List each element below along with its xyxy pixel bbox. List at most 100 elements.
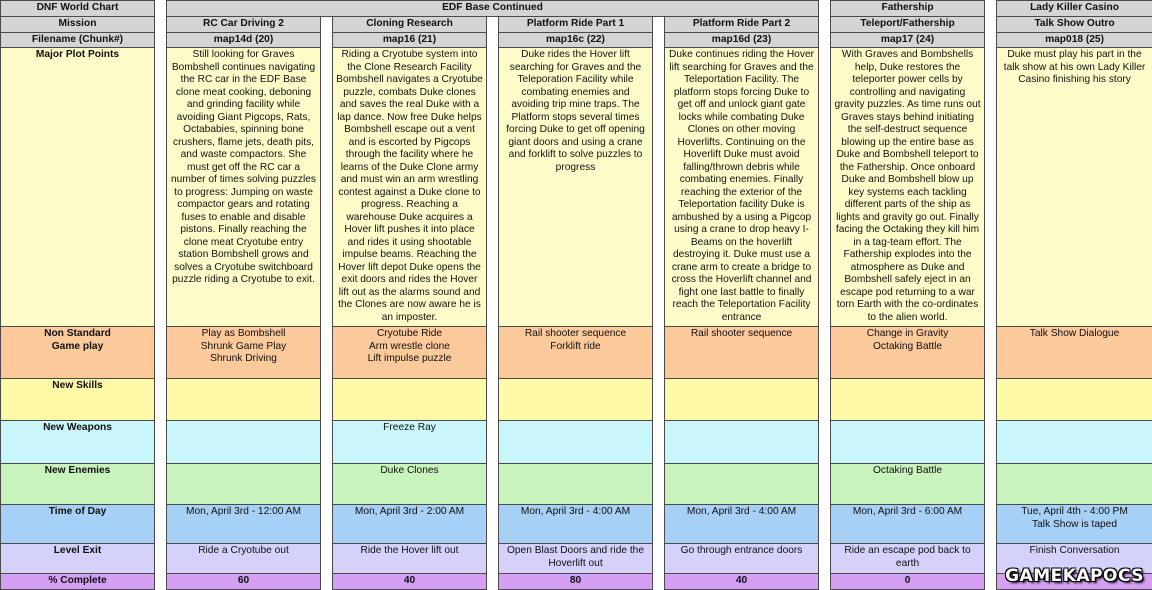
weapons-cell[interactable] — [498, 420, 653, 465]
time-cell[interactable]: Tue, April 4th - 4:00 PM Talk Show is ta… — [996, 504, 1152, 545]
percent-cell[interactable]: 80 — [498, 573, 653, 590]
row-label-time[interactable]: Time of Day — [0, 504, 155, 545]
time-cell[interactable]: Mon, April 3rd - 6:00 AM — [830, 504, 986, 545]
nonstd-cell[interactable]: Change in Gravity Octaking Battle — [830, 326, 986, 380]
skills-cell[interactable] — [498, 378, 653, 422]
row-label-plot[interactable]: Major Plot Points — [0, 46, 155, 328]
mission-cell[interactable]: Cloning Research — [332, 15, 487, 33]
filename-cell[interactable]: map14d (20) — [166, 31, 321, 48]
nonstd-cell[interactable]: Talk Show Dialogue — [996, 326, 1152, 380]
column-gap — [984, 32, 998, 48]
column-gap — [652, 504, 665, 544]
mission-cell[interactable]: Teleport/Fathership — [830, 15, 986, 33]
exit-cell[interactable]: Go through entrance doors — [663, 543, 820, 575]
percent-cell[interactable]: 60 — [166, 573, 321, 590]
filename-cell[interactable]: map16d (23) — [663, 31, 820, 48]
group-header-edf[interactable]: EDF Base Continued — [165, 0, 820, 17]
time-cell[interactable]: Mon, April 3rd - 4:00 AM — [498, 504, 653, 545]
mission-cell[interactable]: Talk Show Outro — [996, 15, 1152, 33]
skills-cell[interactable] — [996, 378, 1152, 422]
column-gap — [154, 543, 167, 574]
row-label-mission[interactable]: Mission — [0, 15, 155, 33]
group-header-lady-killer[interactable]: Lady Killer Casino — [996, 0, 1152, 17]
plot-cell[interactable]: Duke must play his part in the talk show… — [996, 46, 1152, 328]
new-skills-row: New Skills — [0, 378, 1152, 422]
plot-cell[interactable]: With Graves and Bombshells help, Duke re… — [830, 46, 986, 328]
filename-cell[interactable]: map16c (22) — [498, 31, 653, 48]
enemies-cell[interactable]: Duke Clones — [332, 463, 487, 506]
column-gap — [818, 326, 832, 379]
plot-cell[interactable]: Duke continues riding the Hover lift sea… — [663, 46, 820, 328]
column-gap — [818, 543, 832, 574]
exit-cell[interactable]: Ride the Hover lift out — [332, 543, 487, 575]
column-gap — [154, 16, 167, 32]
column-gap — [652, 32, 665, 48]
column-gap — [486, 47, 499, 327]
plot-points-row: Major Plot Points Still looking for Grav… — [0, 46, 1152, 328]
column-gap — [154, 420, 167, 464]
column-gap — [984, 504, 998, 544]
column-gap — [652, 463, 665, 505]
row-label-skills[interactable]: New Skills — [0, 378, 155, 422]
skills-cell[interactable] — [332, 378, 487, 422]
mission-cell[interactable]: Platform Ride Part 1 — [498, 15, 653, 33]
column-gap — [486, 326, 499, 379]
filename-cell[interactable]: map17 (24) — [830, 31, 986, 48]
column-gap — [486, 16, 499, 32]
plot-cell[interactable]: Duke rides the Hover lift searching for … — [498, 46, 653, 328]
time-cell[interactable]: Mon, April 3rd - 12:00 AM — [166, 504, 321, 545]
weapons-cell[interactable] — [996, 420, 1152, 465]
enemies-cell[interactable] — [996, 463, 1152, 506]
row-label-enemies[interactable]: New Enemies — [0, 463, 155, 506]
chart-title-cell[interactable]: DNF World Chart — [0, 0, 155, 17]
column-gap — [818, 573, 832, 590]
weapons-cell[interactable] — [166, 420, 321, 465]
nonstd-cell[interactable]: Rail shooter sequence Forklift ride — [498, 326, 653, 380]
skills-cell[interactable] — [166, 378, 321, 422]
column-gap — [818, 47, 832, 327]
weapons-cell[interactable]: Freeze Ray — [332, 420, 487, 465]
exit-cell[interactable]: Ride an escape pod back to earth — [830, 543, 986, 575]
exit-cell[interactable]: Ride a Cryotube out — [166, 543, 321, 575]
mission-cell[interactable]: RC Car Driving 2 — [166, 15, 321, 33]
percent-cell[interactable]: 0 — [830, 573, 986, 590]
enemies-cell[interactable]: Octaking Battle — [830, 463, 986, 506]
column-gap — [984, 47, 998, 327]
column-gap — [320, 420, 333, 464]
exit-cell[interactable]: Finish Conversation — [996, 543, 1152, 575]
filename-cell[interactable]: map16 (21) — [332, 31, 487, 48]
time-cell[interactable]: Mon, April 3rd - 4:00 AM — [663, 504, 820, 545]
row-label-nonstd[interactable]: Non Standard Game play — [0, 326, 155, 380]
filename-cell[interactable]: map018 (25) — [996, 31, 1152, 48]
weapons-cell[interactable] — [830, 420, 986, 465]
nonstd-cell[interactable]: Cryotube Ride Arm wrestle clone Lift imp… — [332, 326, 487, 380]
enemies-cell[interactable] — [166, 463, 321, 506]
percent-cell[interactable] — [996, 573, 1152, 590]
weapons-cell[interactable] — [663, 420, 820, 465]
skills-cell[interactable] — [663, 378, 820, 422]
row-label-pct[interactable]: % Complete — [0, 573, 155, 590]
exit-cell[interactable]: Open Blast Doors and ride the Hoverlift … — [498, 543, 653, 575]
column-gap — [652, 47, 665, 327]
plot-cell[interactable]: Still looking for Graves Bombshell conti… — [166, 46, 321, 328]
plot-cell[interactable]: Riding a Cryotube system into the Clone … — [332, 46, 487, 328]
group-header-fathership[interactable]: Fathership — [830, 0, 986, 17]
row-label-weapons[interactable]: New Weapons — [0, 420, 155, 465]
percent-cell[interactable]: 40 — [332, 573, 487, 590]
column-gap — [320, 504, 333, 544]
column-gap — [154, 47, 167, 327]
mission-cell[interactable]: Platform Ride Part 2 — [663, 15, 820, 33]
row-label-exit[interactable]: Level Exit — [0, 543, 155, 575]
enemies-cell[interactable] — [663, 463, 820, 506]
percent-cell[interactable]: 40 — [663, 573, 820, 590]
enemies-cell[interactable] — [498, 463, 653, 506]
column-gap — [818, 16, 832, 32]
row-label-filename[interactable]: Filename (Chunk#) — [0, 31, 155, 48]
nonstd-cell[interactable]: Rail shooter sequence — [663, 326, 820, 380]
column-gap — [984, 463, 998, 505]
time-cell[interactable]: Mon, April 3rd - 2:00 AM — [332, 504, 487, 545]
column-gap — [320, 47, 333, 327]
nonstd-cell[interactable]: Play as Bombshell Shrunk Game Play Shrun… — [166, 326, 321, 380]
skills-cell[interactable] — [830, 378, 986, 422]
